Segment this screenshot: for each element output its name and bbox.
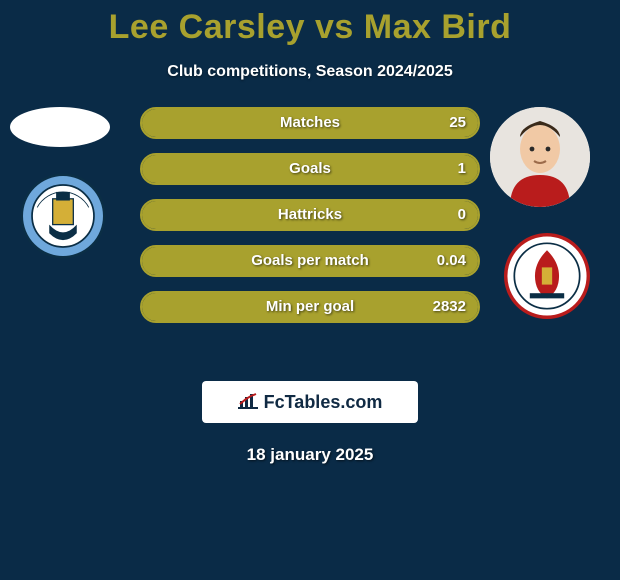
brand-text: FcTables.com [264,392,383,413]
stat-value-p2: 25 [437,109,478,137]
comparison-arena: Matches25 Goals1 Hattricks0 Goals per match… [0,107,620,367]
player1-club-badge [20,173,106,259]
stat-bar: Goals per match0.04 [140,245,480,277]
stat-value-p2: 2832 [421,293,478,321]
stat-bar: Min per goal2832 [140,291,480,323]
stat-label: Hattricks [142,201,478,229]
brand-box: FcTables.com [202,381,418,423]
stat-bar: Matches25 [140,107,480,139]
stat-bar: Hattricks0 [140,199,480,231]
page-title: Lee Carsley vs Max Bird [0,0,620,47]
subtitle: Club competitions, Season 2024/2025 [0,63,620,81]
player2-avatar [490,107,590,207]
stat-bar: Goals1 [140,153,480,185]
stat-label: Matches [142,109,478,137]
stat-label: Goals [142,155,478,183]
stat-value-p2: 0.04 [425,247,478,275]
stat-value-p2: 1 [446,155,478,183]
chart-icon [238,393,258,411]
player1-avatar [10,107,110,147]
player2-club-badge [504,233,590,319]
date-text: 18 january 2025 [0,445,620,465]
stat-value-p2: 0 [446,201,478,229]
stat-bars: Matches25 Goals1 Hattricks0 Goals per match… [140,107,480,337]
